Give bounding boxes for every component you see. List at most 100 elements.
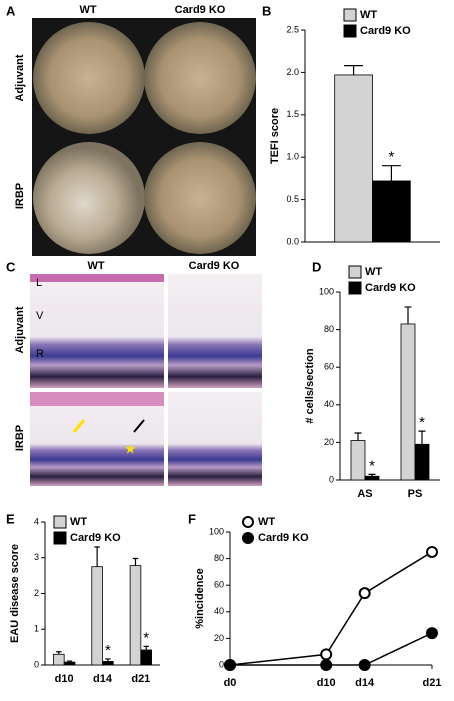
lens-layer	[30, 392, 164, 406]
legend-label: WT	[365, 266, 382, 278]
panel-letter: F	[188, 511, 196, 526]
point	[224, 659, 236, 671]
x-tick-label: PS	[408, 488, 423, 500]
bar	[414, 443, 430, 481]
asterisk-marker: ★	[124, 441, 137, 457]
error-bar	[94, 546, 100, 567]
legend-label: Card9 KO	[70, 532, 121, 544]
layer-label: R	[36, 348, 44, 360]
y-tick-label: 20	[324, 437, 334, 447]
point	[426, 627, 438, 640]
y-tick-label: 40	[214, 606, 224, 616]
y-tick-label: 2.0	[286, 67, 299, 77]
legend-label: WT	[258, 516, 275, 528]
point	[320, 659, 333, 671]
histology-image	[168, 274, 262, 388]
panel-a: A WT Card9 KO Adjuvant IRBP	[6, 3, 256, 256]
bar	[91, 566, 103, 666]
y-tick-label: 0	[34, 659, 39, 669]
error-bar	[56, 651, 62, 655]
y-tick-label: 1.5	[286, 109, 299, 119]
y-tick-label: 0.5	[286, 194, 299, 204]
point	[358, 587, 371, 600]
x-tick-label: d10	[55, 673, 74, 685]
legend-label: Card9 KO	[360, 25, 411, 37]
legend-label: Card9 KO	[258, 532, 309, 544]
y-tick-label: 40	[324, 399, 334, 409]
y-tick-label: 4	[34, 516, 39, 526]
y-tick-label: 60	[324, 362, 334, 372]
x-tick-label: d10	[317, 677, 336, 689]
bar	[102, 661, 114, 666]
y-tick-label: 1	[34, 624, 39, 634]
panel-letter: B	[262, 3, 271, 18]
y-tick-label: 2.5	[286, 24, 299, 34]
legend-swatch	[343, 24, 357, 38]
significance-marker: *	[388, 149, 394, 166]
x-tick-label: d14	[93, 673, 113, 685]
y-tick-label: 3	[34, 552, 39, 562]
significance-marker: *	[105, 642, 111, 659]
bar	[372, 180, 411, 243]
panel-letter: A	[6, 3, 16, 18]
legend-label: WT	[360, 9, 377, 21]
bar	[400, 323, 416, 481]
bar	[350, 440, 366, 481]
significance-marker: *	[369, 457, 375, 474]
x-tick-label: d14	[355, 677, 375, 689]
error-bar	[66, 660, 73, 663]
column-label: WT	[87, 260, 104, 272]
y-axis-label: EAU disease score	[9, 544, 21, 643]
y-tick-label: 20	[214, 633, 224, 643]
y-axis-label: # cells/section	[304, 348, 316, 423]
panel-letter: C	[6, 259, 16, 274]
fundus-image	[144, 142, 256, 254]
y-axis-label: %incidence	[194, 568, 206, 629]
x-tick-label: d0	[224, 677, 237, 689]
error-bar	[354, 432, 362, 441]
fundus-image	[144, 22, 256, 134]
y-tick-label: 0	[219, 659, 224, 669]
y-tick-label: 0	[329, 474, 334, 484]
point	[358, 659, 371, 671]
bar	[140, 649, 152, 666]
error-bar	[418, 430, 426, 445]
y-tick-label: 60	[214, 580, 224, 590]
histology-image	[30, 274, 164, 388]
column-label: Card9 KO	[189, 260, 240, 272]
error-bar	[344, 65, 364, 75]
x-tick-label: AS	[357, 488, 372, 500]
column-label: WT	[79, 4, 96, 16]
x-tick-label: d21	[131, 673, 150, 685]
point	[320, 648, 333, 661]
legend-marker	[242, 516, 254, 528]
significance-marker: *	[419, 414, 425, 431]
arrow	[133, 419, 145, 433]
column-label: Card9 KO	[175, 4, 226, 16]
legend-marker	[242, 532, 254, 544]
legend-swatch	[53, 531, 67, 545]
legend-swatch	[343, 8, 357, 22]
legend-swatch	[53, 515, 67, 529]
line	[229, 551, 433, 666]
error-bar	[132, 557, 139, 566]
point	[426, 545, 438, 558]
line	[230, 632, 433, 666]
y-tick-label: 100	[209, 526, 224, 536]
bar	[63, 661, 76, 666]
significance-marker: *	[143, 629, 149, 646]
layer-label: L	[36, 277, 42, 289]
arrow	[72, 419, 86, 433]
panel-c: C WT Card9 KO Adjuvant IRBP L V R ★	[6, 259, 262, 486]
fundus-image	[33, 142, 145, 254]
y-tick-label: 80	[214, 553, 224, 563]
legend-label: Card9 KO	[365, 282, 416, 294]
lens-layer	[30, 274, 164, 282]
panel-letter: D	[312, 259, 321, 274]
row-label: Adjuvant	[14, 306, 26, 353]
y-tick-label: 1.0	[286, 152, 299, 162]
bar	[364, 475, 380, 481]
bar	[129, 565, 142, 666]
error-bar	[368, 473, 376, 477]
